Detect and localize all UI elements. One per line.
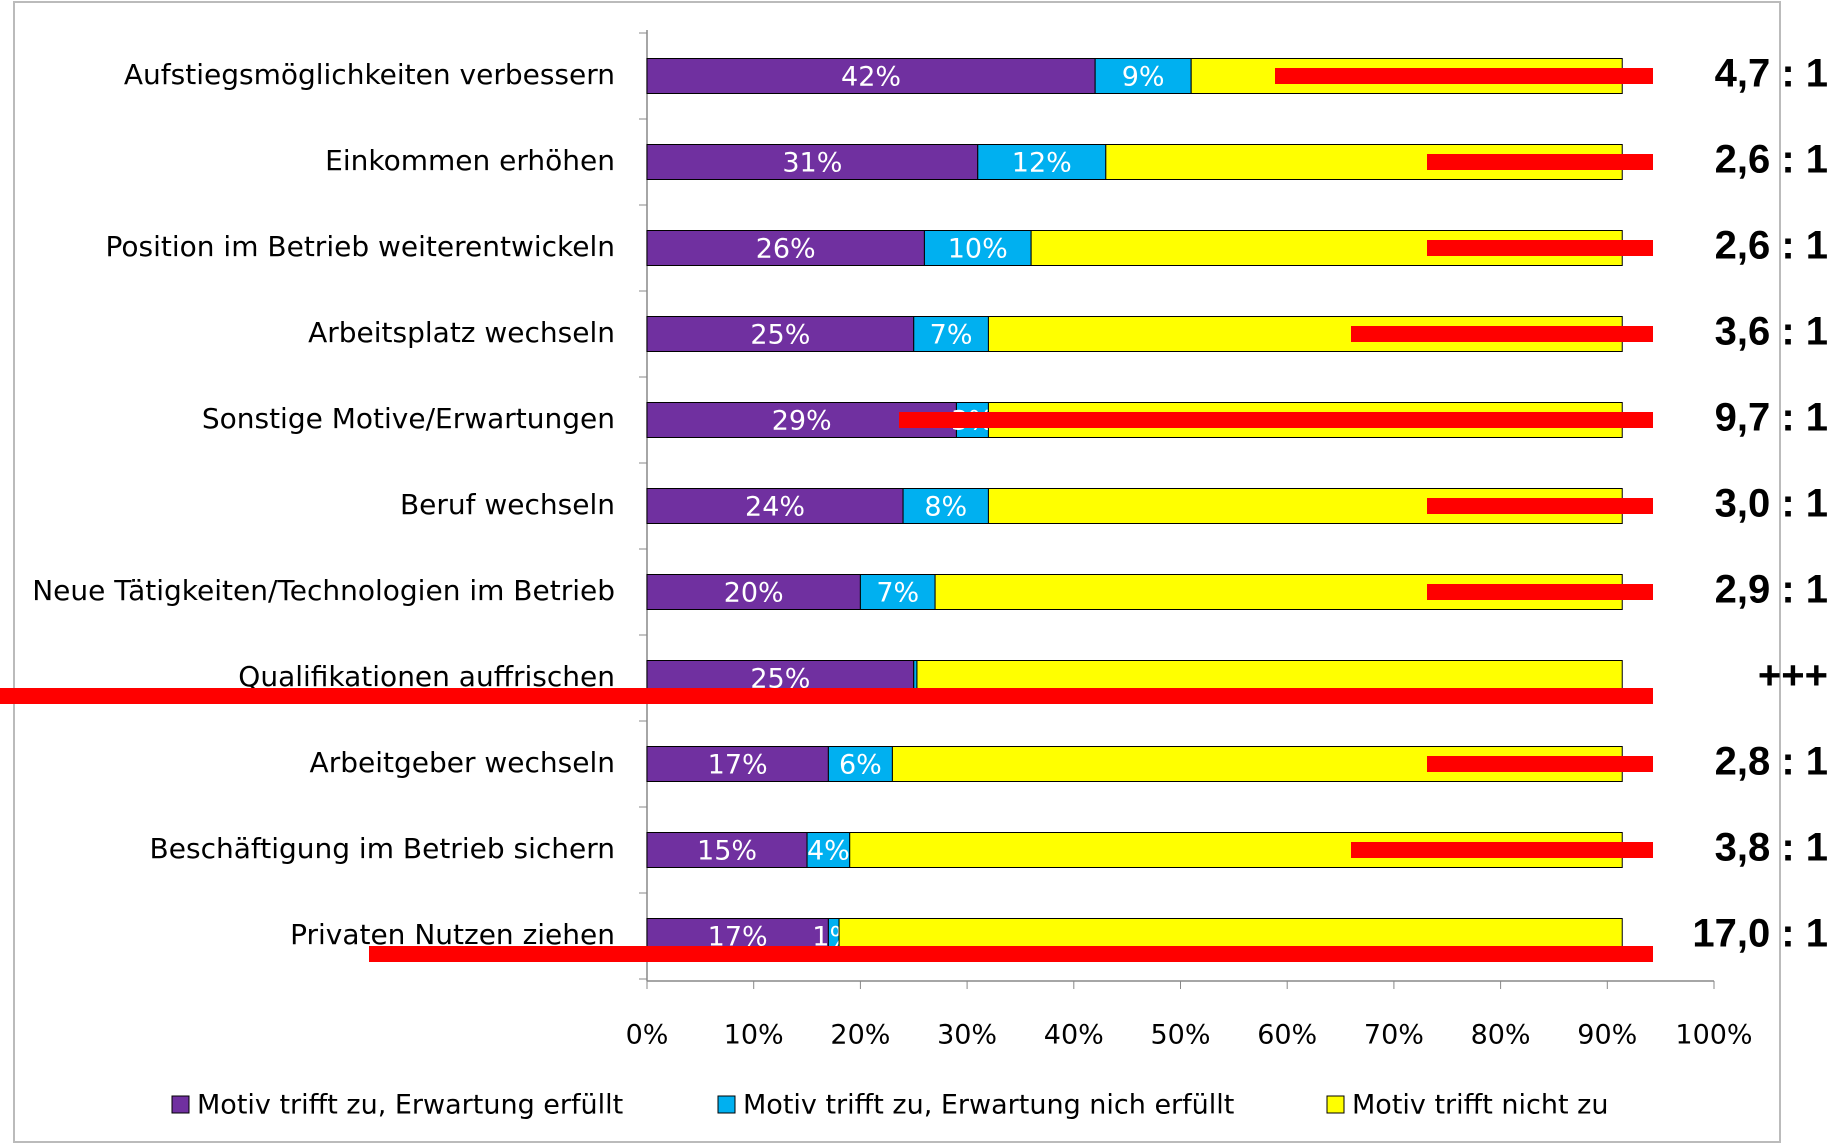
category-label: Qualifikationen auffrischen xyxy=(238,660,615,693)
highlight-stroke xyxy=(1427,240,1653,256)
bar-segment xyxy=(977,144,1107,180)
ratio-label: 3,0 : 1 xyxy=(1715,482,1828,526)
highlight-stroke xyxy=(1427,154,1653,170)
x-tick-label: 70% xyxy=(1364,1020,1424,1051)
x-tick-label: 40% xyxy=(1044,1020,1104,1051)
value-label: 31% xyxy=(782,148,842,179)
category-label: Neue Tätigkeiten/Technologien im Betrieb xyxy=(32,574,615,607)
x-tick-label: 0% xyxy=(626,1020,669,1051)
ratio-label: 2,9 : 1 xyxy=(1715,568,1828,612)
x-tick-label: 90% xyxy=(1577,1020,1637,1051)
category-label: Sonstige Motive/Erwartungen xyxy=(202,402,615,435)
value-label: 4% xyxy=(807,836,850,867)
value-label: 29% xyxy=(772,406,832,437)
highlight-stroke xyxy=(1427,498,1653,514)
category-label: Arbeitsplatz wechseln xyxy=(308,316,615,349)
ratio-label: 9,7 : 1 xyxy=(1715,396,1828,440)
highlight-stroke xyxy=(899,412,1653,428)
value-label: 10% xyxy=(948,234,1008,265)
value-label: 6% xyxy=(839,750,882,781)
value-label: 15% xyxy=(697,836,757,867)
value-label: 7% xyxy=(876,578,919,609)
legend-label: Motiv trifft zu, Erwartung erfüllt xyxy=(197,1090,623,1121)
x-tick-label: 60% xyxy=(1257,1020,1317,1051)
category-label: Einkommen erhöhen xyxy=(325,144,615,177)
ratio-label: 2,8 : 1 xyxy=(1715,740,1828,784)
x-tick-label: 80% xyxy=(1471,1020,1531,1051)
value-label: 25% xyxy=(750,320,810,351)
value-label: 26% xyxy=(756,234,816,265)
ratio-label: 2,6 : 1 xyxy=(1715,224,1828,268)
ratio-label: 3,6 : 1 xyxy=(1715,310,1828,354)
legend-swatch xyxy=(1326,1095,1345,1114)
value-label: 7% xyxy=(930,320,973,351)
value-label: 17% xyxy=(708,750,768,781)
bar-segment xyxy=(827,746,893,782)
bar-segment xyxy=(806,832,851,868)
category-label: Privaten Nutzen ziehen xyxy=(290,918,615,951)
ratio-label: 4,7 : 1 xyxy=(1715,52,1828,96)
ratio-label: +++ xyxy=(1758,654,1828,698)
bar-segment xyxy=(646,316,915,352)
bar-segment xyxy=(902,488,989,524)
category-label: Beschäftigung im Betrieb sichern xyxy=(150,832,615,865)
bar-segment xyxy=(913,316,989,352)
chart-frame xyxy=(13,1,1781,1143)
ratio-label: 17,0 : 1 xyxy=(1692,912,1828,956)
highlight-stroke xyxy=(1427,756,1653,772)
bar-segment xyxy=(646,746,829,782)
x-tick-label: 20% xyxy=(830,1020,890,1051)
legend-swatch xyxy=(171,1095,190,1114)
bar-segment xyxy=(646,488,904,524)
value-label: 12% xyxy=(1012,148,1072,179)
value-label: 42% xyxy=(841,62,901,93)
value-label: 20% xyxy=(724,578,784,609)
highlight-stroke xyxy=(1351,842,1653,858)
ratio-label: 3,8 : 1 xyxy=(1715,826,1828,870)
category-label: Arbeitgeber wechseln xyxy=(310,746,615,779)
value-label: 8% xyxy=(924,492,967,523)
legend-label: Motiv trifft nicht zu xyxy=(1352,1090,1608,1121)
bar-segment xyxy=(859,574,936,610)
category-label: Beruf wechseln xyxy=(400,488,615,521)
x-tick-label: 100% xyxy=(1675,1020,1752,1051)
x-tick-label: 30% xyxy=(937,1020,997,1051)
highlight-stroke xyxy=(1275,68,1653,84)
highlight-stroke xyxy=(0,688,1653,704)
x-tick-label: 50% xyxy=(1150,1020,1210,1051)
bar-segment xyxy=(646,58,1096,94)
legend-label: Motiv trifft zu, Erwartung nich erfüllt xyxy=(743,1090,1234,1121)
x-tick-label: 10% xyxy=(724,1020,784,1051)
value-label: 24% xyxy=(745,492,805,523)
bar-segment xyxy=(1094,58,1192,94)
category-label: Aufstiegsmöglichkeiten verbessern xyxy=(124,58,615,91)
category-label: Position im Betrieb weiterentwickeln xyxy=(106,230,615,263)
bar-segment xyxy=(646,832,808,868)
highlight-stroke xyxy=(1351,326,1653,342)
highlight-stroke xyxy=(1427,584,1653,600)
ratio-label: 2,6 : 1 xyxy=(1715,138,1828,182)
legend-swatch xyxy=(717,1095,736,1114)
value-label: 9% xyxy=(1122,62,1165,93)
bar-segment xyxy=(646,144,979,180)
bar-segment xyxy=(646,230,925,266)
highlight-stroke xyxy=(369,946,1653,962)
